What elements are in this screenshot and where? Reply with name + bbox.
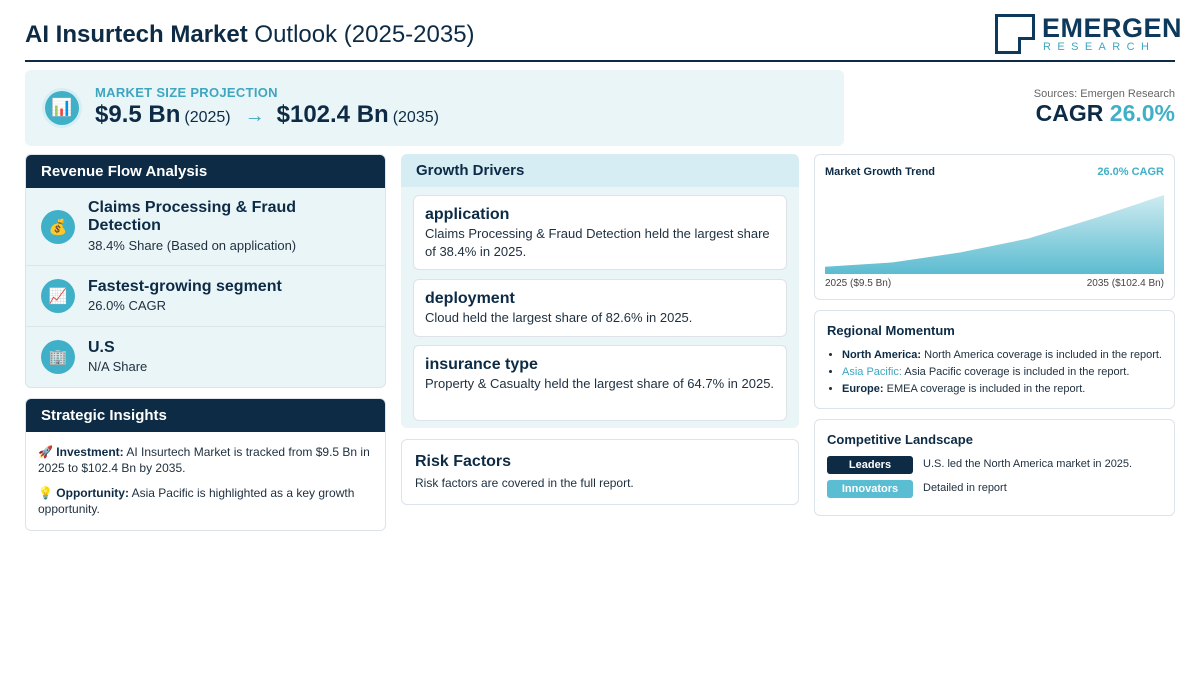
leaders-tag: Leaders — [827, 456, 913, 474]
trend-title: Market Growth Trend — [825, 166, 936, 178]
cagr-value: 26.0% — [1109, 100, 1175, 126]
start-year: (2025) — [184, 109, 231, 126]
projection-label: MARKET SIZE PROJECTION — [95, 85, 278, 100]
trend-area-chart — [825, 195, 1164, 274]
investment-text: AI Insurtech Market is tracked from $9.5… — [38, 445, 370, 475]
region-item: North America: North America coverage is… — [842, 347, 1162, 364]
revenue-item-title: Claims Processing & Fraud Detection — [88, 199, 297, 234]
region-label: Asia Pacific: — [842, 366, 902, 378]
region-label: North America: — [842, 349, 922, 361]
cagr-label: CAGR — [1035, 100, 1104, 126]
cagr-headline: CAGR 26.0% — [1036, 100, 1175, 127]
driver-title: deployment — [425, 290, 515, 307]
trend-up-icon: 📈 — [41, 279, 75, 313]
trend-cagr: 26.0% CAGR — [1097, 166, 1164, 178]
region-label: Europe: — [842, 383, 884, 395]
revenue-item-title: Fastest-growing segment — [88, 278, 282, 295]
end-year: (2035) — [392, 109, 439, 126]
region-text: North America coverage is included in th… — [924, 349, 1162, 361]
driver-item: insurance type Property & Casualty held … — [413, 345, 787, 421]
investment-insight: 🚀 Investment: AI Insurtech Market is tra… — [26, 444, 385, 476]
page-title: AI Insurtech Market Outlook (2025-2035) — [25, 20, 475, 50]
title-rest: Outlook (2025-2035) — [254, 21, 475, 48]
lightbulb-icon: 💡 — [38, 486, 53, 500]
opportunity-label: Opportunity: — [56, 486, 129, 500]
regional-momentum-title: Regional Momentum — [827, 323, 955, 338]
revenue-item: 🏢 U.S N/A Share — [26, 327, 385, 387]
market-growth-trend-card: Market Growth Trend 26.0% CAGR 2025 ($9.… — [814, 154, 1175, 300]
revenue-flow-title: Revenue Flow Analysis — [26, 155, 385, 188]
trend-area — [825, 195, 1164, 274]
page-header: AI Insurtech Market Outlook (2025-2035) … — [25, 0, 1182, 62]
revenue-item-title: U.S — [88, 339, 115, 356]
strategic-insights-card: Strategic Insights 🚀 Investment: AI Insu… — [25, 398, 386, 531]
driver-desc: Cloud held the largest share of 82.6% in… — [425, 310, 693, 325]
competitive-landscape-card: Competitive Landscape Leaders U.S. led t… — [814, 419, 1175, 516]
opportunity-text: Asia Pacific is highlighted as a key gro… — [38, 486, 355, 516]
driver-item: application Claims Processing & Fraud De… — [413, 195, 787, 270]
regional-momentum-card: Regional Momentum North America: North A… — [814, 310, 1175, 409]
end-value: $102.4 Bn — [276, 101, 389, 128]
sources-text: Sources: Emergen Research — [1033, 88, 1175, 100]
revenue-item-sub: 38.4% Share (Based on application) — [88, 238, 297, 253]
growth-drivers-title: Growth Drivers — [401, 154, 799, 187]
strategic-insights-title: Strategic Insights — [26, 399, 385, 432]
region-item: Europe: EMEA coverage is included in the… — [842, 381, 1162, 398]
driver-desc: Claims Processing & Fraud Detection held… — [425, 226, 770, 259]
revenue-flow-card: Revenue Flow Analysis 💰 Claims Processin… — [25, 154, 386, 388]
logo-sub: RESEARCH — [1043, 41, 1156, 53]
start-value: $9.5 Bn — [95, 101, 181, 128]
money-bag-icon: 💰 — [41, 210, 75, 244]
logo-square-icon — [995, 14, 1035, 54]
logo-name: EMERGEN — [1042, 13, 1183, 43]
driver-title: application — [425, 206, 510, 223]
risk-factors-desc: Risk factors are covered in the full rep… — [415, 476, 634, 490]
revenue-item: 💰 Claims Processing & Fraud Detection 38… — [26, 188, 385, 266]
trend-start-label: 2025 ($9.5 Bn) — [825, 278, 892, 289]
rocket-icon: 🚀 — [38, 445, 53, 459]
arrow-right-icon: → — [244, 105, 265, 127]
regional-list: North America: North America coverage is… — [827, 347, 1162, 398]
innovators-tag: Innovators — [827, 480, 913, 498]
investment-label: Investment: — [56, 445, 124, 459]
trend-end-label: 2035 ($102.4 Bn) — [1086, 278, 1164, 289]
growth-drivers-card: Growth Drivers application Claims Proces… — [401, 154, 799, 428]
emergen-logo: EMERGEN RESEARCH — [995, 14, 1182, 56]
revenue-item: 📈 Fastest-growing segment 26.0% CAGR — [26, 266, 385, 327]
driver-desc: Property & Casualty held the largest sha… — [425, 376, 775, 391]
region-text: EMEA coverage is included in the report. — [886, 383, 1086, 395]
building-icon: 🏢 — [41, 340, 75, 374]
risk-factors-title: Risk Factors — [415, 453, 512, 470]
opportunity-insight: 💡 Opportunity: Asia Pacific is highlight… — [26, 485, 385, 517]
projection-values: $9.5 Bn (2025) → $102.4 Bn (2035) — [95, 101, 439, 129]
competitive-landscape-title: Competitive Landscape — [827, 432, 973, 447]
title-bold: AI Insurtech Market — [25, 21, 248, 48]
competitive-text: U.S. led the North America market in 202… — [923, 458, 1133, 470]
market-size-projection: 📊 MARKET SIZE PROJECTION $9.5 Bn (2025) → $… — [25, 70, 844, 146]
risk-factors-card: Risk Factors Risk factors are covered in… — [401, 439, 799, 505]
region-item: Asia Pacific: Asia Pacific coverage is i… — [842, 364, 1162, 381]
revenue-item-sub: 26.0% CAGR — [88, 298, 167, 313]
revenue-item-sub: N/A Share — [88, 359, 148, 374]
competitive-text: Detailed in report — [923, 482, 1007, 494]
driver-title: insurance type — [425, 356, 538, 373]
bar-chart-icon: 📊 — [45, 91, 79, 125]
driver-item: deployment Cloud held the largest share … — [413, 279, 787, 337]
region-text: Asia Pacific coverage is included in the… — [904, 366, 1130, 378]
